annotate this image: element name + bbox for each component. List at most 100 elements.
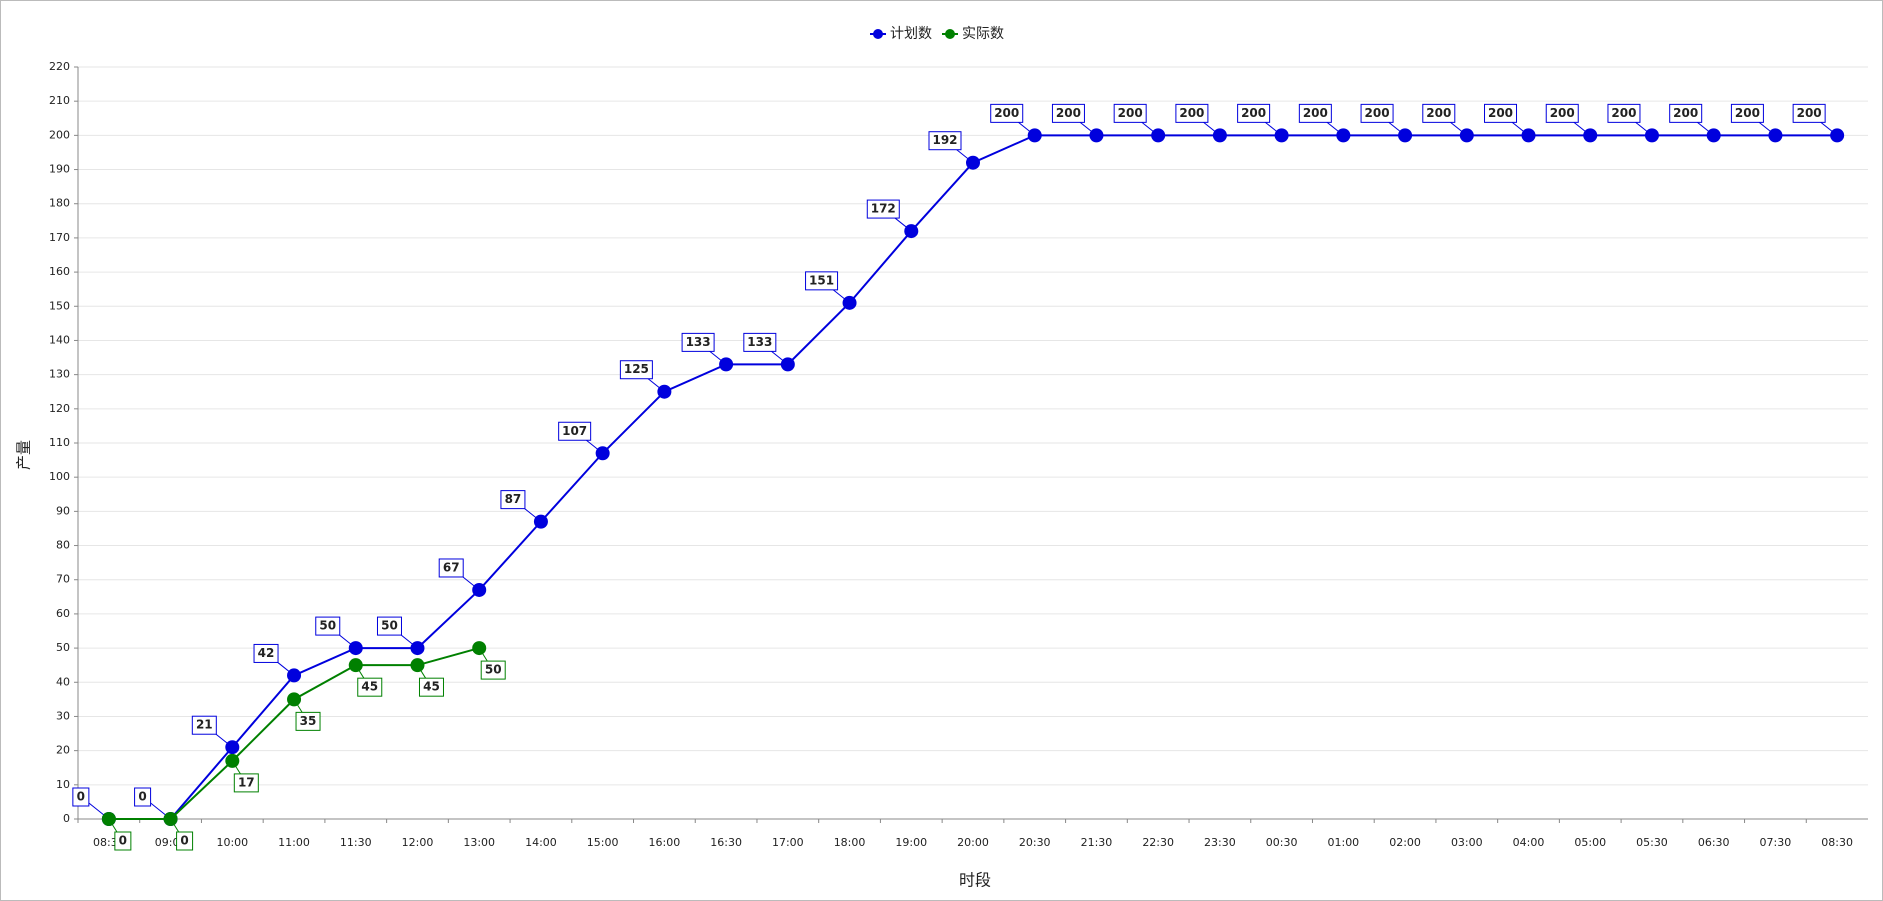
data-label: 200: [1365, 106, 1390, 120]
data-label-box: [1730, 103, 1764, 123]
data-label-box: [558, 421, 592, 441]
point: [163, 812, 178, 826]
data-label-box: [866, 199, 900, 219]
y-tick-label: 150: [49, 299, 70, 312]
data-label-box: [253, 643, 279, 663]
point: [1459, 128, 1474, 143]
point: [348, 658, 363, 673]
legend-label: 计划数: [890, 26, 932, 42]
x-tick-label: 16:30: [710, 836, 742, 849]
y-tick-label: 130: [49, 368, 70, 381]
y-tick-label: 80: [56, 539, 70, 552]
data-label-box: [928, 131, 962, 151]
data-label-box: [1360, 103, 1394, 123]
data-label: 200: [1735, 106, 1760, 120]
point: [101, 812, 116, 826]
y-tick-label: 90: [56, 504, 70, 517]
point: [1336, 128, 1351, 143]
x-tick-label: 07:30: [1760, 836, 1792, 849]
point: [1212, 128, 1227, 143]
legend-marker: [873, 29, 883, 39]
data-label: 133: [747, 335, 772, 349]
point: [1830, 128, 1845, 143]
data-label-box: [990, 103, 1024, 123]
data-label-box: [438, 558, 464, 578]
legend-marker: [945, 29, 955, 39]
data-label: 0: [138, 790, 146, 804]
data-label-box: [1175, 103, 1209, 123]
x-tick-label: 19:00: [895, 836, 927, 849]
y-tick-label: 0: [63, 812, 70, 825]
data-label: 151: [809, 273, 834, 287]
point: [410, 641, 425, 656]
y-tick-label: 40: [56, 675, 70, 688]
x-tick-label: 22:30: [1142, 836, 1174, 849]
data-label: 67: [443, 560, 460, 574]
point: [287, 692, 302, 707]
y-tick-label: 10: [56, 778, 70, 791]
y-tick-label: 20: [56, 744, 70, 757]
x-tick-label: 13:00: [463, 836, 495, 849]
x-tick-label: 15:00: [587, 836, 619, 849]
x-tick-label: 20:00: [957, 836, 989, 849]
point: [1151, 128, 1166, 143]
point: [472, 641, 487, 656]
y-tick-label: 50: [56, 641, 70, 654]
x-tick-label: 06:30: [1698, 836, 1730, 849]
x-tick-label: 21:30: [1081, 836, 1113, 849]
y-tick-label: 100: [49, 470, 70, 483]
data-label-box: [1422, 103, 1456, 123]
data-label-box: [681, 332, 715, 352]
x-tick-label: 14:00: [525, 836, 557, 849]
point: [1521, 128, 1536, 143]
x-tick-label: 10:00: [216, 836, 248, 849]
data-label: 42: [258, 646, 275, 660]
y-tick-label: 160: [49, 265, 70, 278]
data-label: 200: [994, 106, 1019, 120]
x-tick-label: 11:30: [340, 836, 372, 849]
point: [780, 357, 795, 372]
data-label: 200: [1488, 106, 1513, 120]
x-tick-label: 05:00: [1574, 836, 1606, 849]
data-label-box: [480, 660, 506, 680]
x-tick-label: 00:30: [1266, 836, 1298, 849]
x-tick-label: 05:30: [1636, 836, 1668, 849]
x-tick-label: 11:00: [278, 836, 310, 849]
point: [842, 295, 857, 310]
point: [1027, 128, 1042, 143]
y-tick-label: 190: [49, 163, 70, 176]
data-label: 200: [1303, 106, 1328, 120]
point: [904, 224, 919, 239]
y-tick-label: 170: [49, 231, 70, 244]
point: [1706, 128, 1721, 143]
data-label: 50: [485, 663, 502, 677]
data-label-box: [295, 711, 321, 731]
x-tick-label: 18:00: [834, 836, 866, 849]
point: [472, 582, 487, 597]
x-tick-label: 02:00: [1389, 836, 1421, 849]
data-label-box: [418, 677, 444, 697]
y-tick-label: 200: [49, 128, 70, 141]
point: [1644, 128, 1659, 143]
y-tick-label: 70: [56, 573, 70, 586]
data-label: 45: [423, 680, 440, 694]
data-label: 133: [686, 335, 711, 349]
data-label-box: [1298, 103, 1332, 123]
data-label: 35: [300, 714, 317, 728]
data-label-box: [1237, 103, 1271, 123]
point: [225, 753, 240, 768]
data-label-box: [1545, 103, 1579, 123]
y-tick-label: 110: [49, 436, 70, 449]
y-axis-title: 产量: [15, 440, 33, 470]
point: [225, 740, 240, 755]
data-label-box: [72, 787, 90, 807]
data-label-box: [805, 271, 839, 291]
data-label: 172: [871, 202, 896, 216]
data-label-box: [500, 490, 526, 510]
point: [1583, 128, 1598, 143]
data-label-box: [357, 677, 383, 697]
data-label: 21: [196, 718, 213, 732]
y-tick-label: 180: [49, 197, 70, 210]
y-tick-label: 120: [49, 402, 70, 415]
